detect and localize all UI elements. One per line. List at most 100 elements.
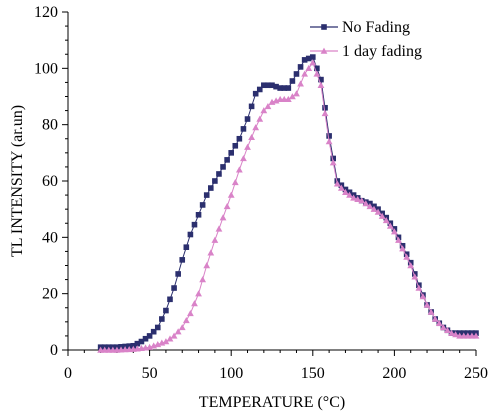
legend-marker xyxy=(321,24,327,30)
data-point xyxy=(313,70,321,77)
data-point xyxy=(378,212,386,219)
data-point xyxy=(248,133,255,141)
legend: No Fading 1 day fading xyxy=(310,19,422,60)
data-point xyxy=(370,205,378,212)
data-point xyxy=(134,340,141,347)
data-point xyxy=(166,335,174,342)
data-point xyxy=(215,225,223,232)
data-point xyxy=(318,76,324,83)
data-point xyxy=(374,208,382,215)
data-point xyxy=(219,214,227,221)
data-point xyxy=(382,217,390,224)
data-point xyxy=(175,271,181,277)
data-point xyxy=(252,90,259,97)
data-point xyxy=(297,64,304,70)
legend-marker xyxy=(320,47,328,54)
data-point xyxy=(395,236,402,243)
data-point xyxy=(423,301,431,308)
data-point xyxy=(159,316,165,322)
data-point xyxy=(342,188,349,195)
data-point xyxy=(285,85,292,91)
series-line xyxy=(100,61,476,351)
legend-label: 1 day fading xyxy=(342,43,422,60)
legend-label: No Fading xyxy=(342,19,410,36)
data-point xyxy=(439,324,447,331)
data-point xyxy=(231,179,239,186)
data-point xyxy=(236,135,243,142)
data-point xyxy=(277,85,283,91)
data-point xyxy=(289,93,296,100)
data-point xyxy=(330,155,336,162)
data-point xyxy=(435,319,443,326)
y-tick-label: 20 xyxy=(42,286,58,303)
data-point xyxy=(297,80,304,87)
data-point xyxy=(314,65,320,72)
data-point xyxy=(273,83,279,90)
data-point xyxy=(265,82,271,89)
data-point xyxy=(138,338,145,345)
data-point xyxy=(350,194,357,201)
data-point xyxy=(321,110,329,117)
data-point xyxy=(358,197,366,204)
data-point xyxy=(167,296,173,303)
data-point xyxy=(216,171,222,177)
data-point xyxy=(354,195,362,203)
x-tick-label: 250 xyxy=(464,365,488,382)
data-point xyxy=(183,244,190,250)
data-point xyxy=(305,55,312,62)
data-point xyxy=(317,81,325,88)
y-tick-label: 120 xyxy=(34,4,58,21)
data-point xyxy=(195,212,202,218)
data-point xyxy=(252,124,260,131)
data-point xyxy=(333,180,341,187)
data-point xyxy=(223,202,231,210)
data-point xyxy=(244,143,251,150)
data-point xyxy=(391,228,398,235)
data-point xyxy=(211,236,219,243)
data-point xyxy=(325,138,333,145)
data-point xyxy=(346,191,353,198)
data-point xyxy=(170,332,178,339)
data-point xyxy=(415,284,423,291)
data-point xyxy=(264,102,272,110)
data-point xyxy=(386,222,394,229)
data-point xyxy=(301,70,309,77)
data-point xyxy=(322,104,328,111)
data-point xyxy=(220,164,226,170)
data-point xyxy=(232,142,239,149)
data-point xyxy=(224,157,230,163)
data-point xyxy=(154,324,161,331)
data-point xyxy=(310,54,316,60)
data-point xyxy=(256,86,263,93)
data-point xyxy=(235,166,243,173)
data-point xyxy=(448,329,455,336)
data-point xyxy=(248,103,255,110)
data-point xyxy=(326,133,332,139)
data-point xyxy=(293,90,300,97)
data-point xyxy=(431,315,439,322)
data-point xyxy=(146,333,153,339)
data-point xyxy=(187,231,194,238)
data-point xyxy=(256,115,264,122)
data-point xyxy=(150,328,157,335)
x-tick-label: 200 xyxy=(382,365,406,382)
x-axis-label: TEMPERATURE (°C) xyxy=(199,394,345,411)
y-tick-label: 40 xyxy=(42,229,58,246)
data-point xyxy=(174,328,182,335)
data-point xyxy=(362,200,370,207)
x-tick-label: 100 xyxy=(219,365,243,382)
data-point xyxy=(407,262,415,269)
data-point xyxy=(281,85,288,91)
data-point xyxy=(284,95,292,103)
data-point xyxy=(305,64,313,72)
data-point xyxy=(195,290,202,297)
data-point xyxy=(199,202,206,208)
data-point xyxy=(472,332,480,339)
data-point xyxy=(162,338,170,345)
data-point xyxy=(269,82,275,89)
data-point xyxy=(191,221,198,228)
data-point xyxy=(163,307,169,314)
data-point xyxy=(301,57,308,63)
data-point xyxy=(179,257,186,263)
